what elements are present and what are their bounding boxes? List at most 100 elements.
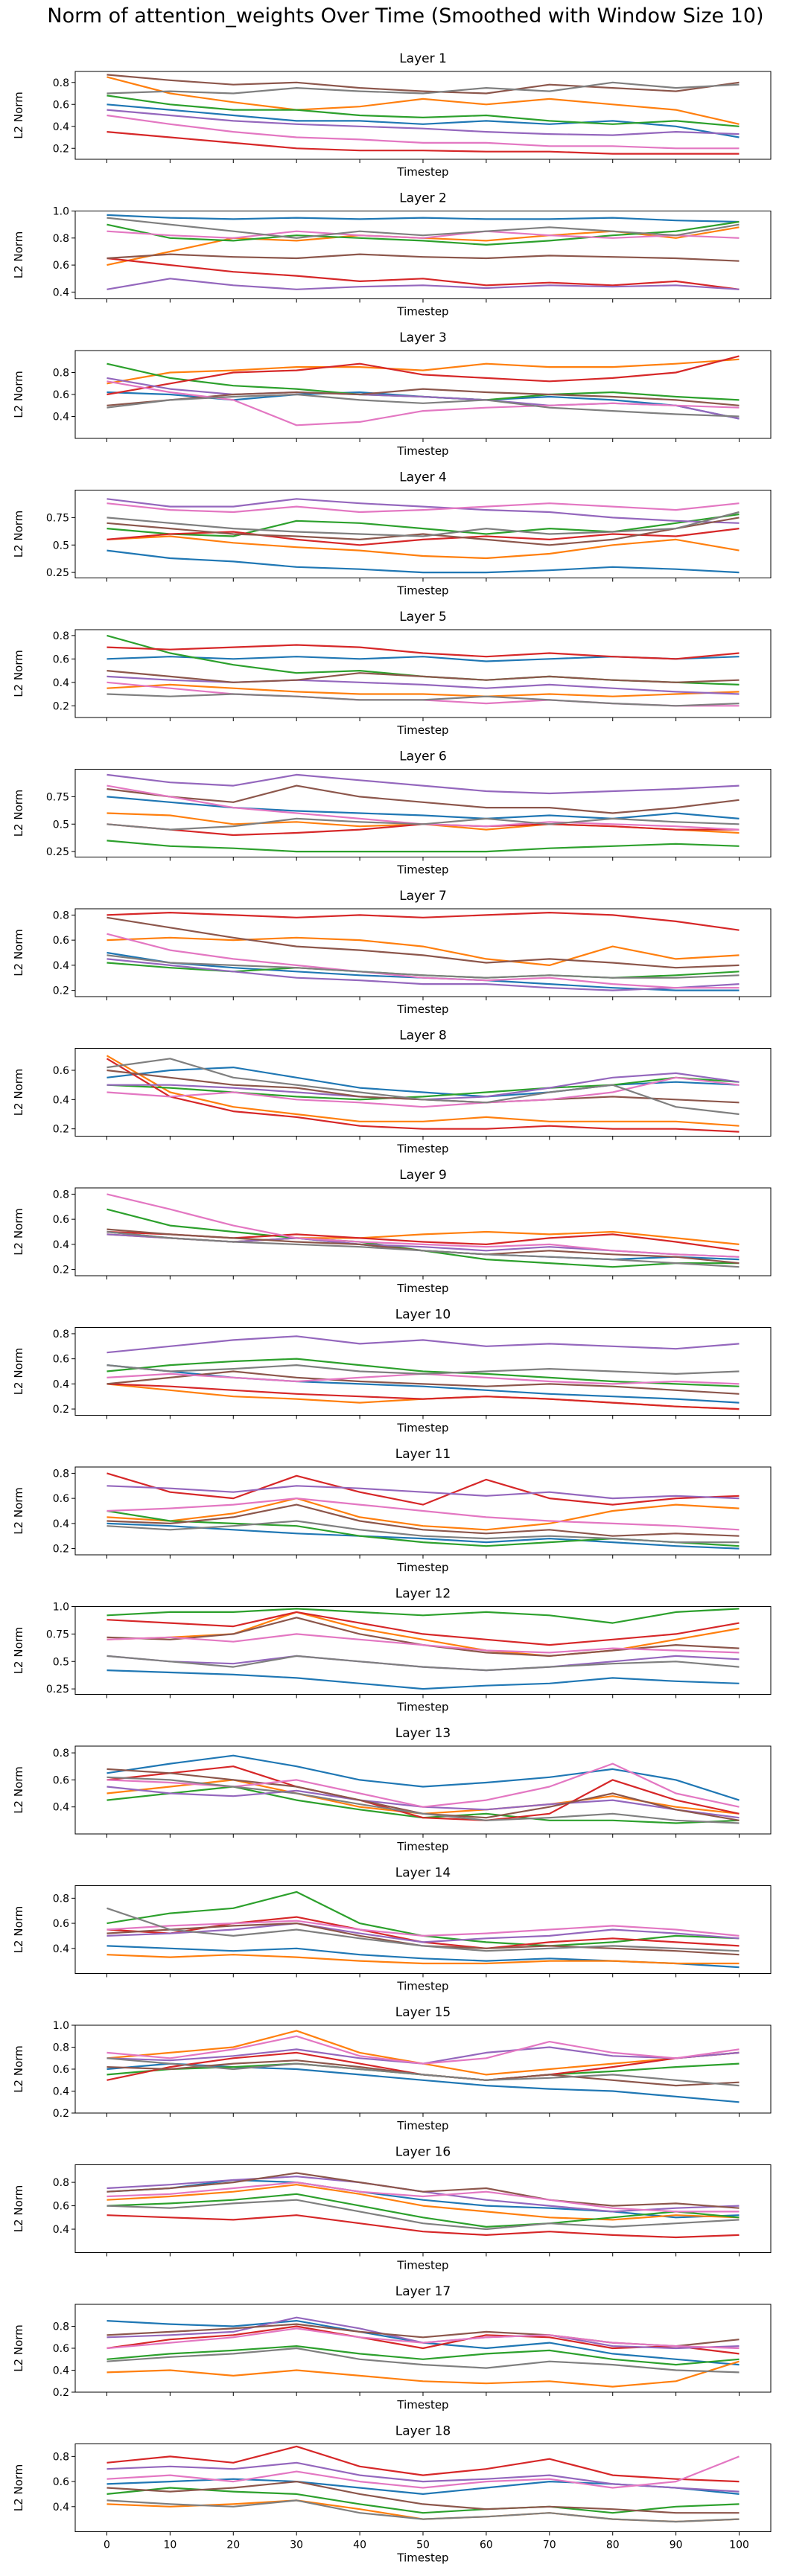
subplot-layer-13: Layer 13 0.4 0.6 0.8 Timestep L2 Norm [12, 1726, 772, 1853]
x-axis-label: Timestep [396, 1003, 448, 1016]
series-line-8 [106, 2499, 740, 2523]
x-tick-label: 10 [163, 2540, 176, 2551]
y-tick-label: 0.8 [53, 2321, 69, 2333]
subplot-layer-8: Layer 8 0.2 0.4 0.6 Timestep L2 Norm [12, 1029, 772, 1156]
y-tick-label: 0.8 [53, 368, 69, 380]
series-line-5 [106, 1485, 740, 1500]
series-line-8 [106, 1230, 740, 1268]
y-tick-label: 1.0 [53, 1602, 69, 1614]
y-tick-label: 0.2 [53, 143, 69, 155]
x-axis-label: Timestep [396, 863, 448, 877]
y-axis-label: L2 Norm [12, 1906, 25, 1954]
y-tick-label: 0.6 [53, 2343, 69, 2355]
y-tick-label: 0.4 [53, 677, 69, 689]
y-tick-label: 0.6 [53, 2476, 69, 2488]
y-tick-label: 0.4 [53, 2365, 69, 2377]
subplot-title: Layer 8 [399, 1029, 447, 1043]
series-line-6 [106, 784, 740, 814]
y-axis-label: L2 Norm [12, 2464, 25, 2512]
subplot-layer-12: Layer 12 0.25 0.5 0.75 1.0 Timestep L2 Norm [12, 1587, 772, 1714]
x-axis-label: Timestep [396, 584, 448, 598]
series-line-3 [106, 2345, 740, 2366]
y-tick-label: 0.8 [53, 77, 69, 89]
y-tick-label: 0.4 [53, 1943, 69, 1955]
y-tick-label: 0.2 [53, 1544, 69, 1556]
subplot-title: Layer 4 [399, 470, 447, 485]
series-line-8 [106, 693, 740, 707]
series-line-4 [106, 355, 740, 396]
y-tick-label: 0.5 [53, 1656, 69, 1668]
y-tick-label: 0.8 [53, 1893, 69, 1905]
series-line-1 [106, 549, 740, 574]
y-tick-label: 0.4 [53, 2086, 69, 2098]
figure-title: Norm of attention_weights Over Time (Smo… [47, 4, 764, 28]
series-line-8 [106, 2057, 740, 2087]
y-tick-label: 0.5 [53, 540, 69, 552]
series-line-8 [106, 393, 740, 418]
subplot-layer-18: Layer 18 0.4 0.6 0.8 0 10 20 30 40 50 60 70 80 90 100 T… [12, 2424, 772, 2565]
subplot-layer-15: Layer 15 0.2 0.4 0.6 0.8 1.0 Timestep L2 Norm [12, 2005, 772, 2132]
y-tick-label: 0.75 [46, 512, 69, 524]
y-tick-label: 0.4 [53, 287, 69, 298]
series-line-7 [106, 933, 740, 989]
subplot-layer-17: Layer 17 0.2 0.4 0.6 0.8 Timestep L2 Norm [12, 2284, 772, 2412]
y-tick-label: 0.4 [53, 412, 69, 424]
y-tick-label: 0.4 [53, 1378, 69, 1390]
series-line-3 [106, 1891, 740, 1947]
y-tick-label: 0.6 [53, 260, 69, 272]
subplot-title: Layer 18 [395, 2424, 451, 2439]
x-axis-label: Timestep [396, 2551, 448, 2565]
series-line-3 [106, 95, 740, 127]
y-tick-label: 0.6 [53, 2064, 69, 2076]
y-tick-label: 0.8 [53, 630, 69, 642]
y-tick-label: 0.2 [53, 2387, 69, 2399]
y-tick-label: 0.4 [53, 1518, 69, 1530]
subplot-title: Layer 15 [395, 2005, 451, 2020]
series-line-5 [106, 1923, 740, 1943]
x-tick-label: 50 [416, 2540, 430, 2551]
y-tick-label: 0.6 [53, 653, 69, 665]
series-line-1 [106, 1522, 740, 1550]
series-line-7 [106, 1193, 740, 1258]
series-line-6 [106, 2172, 740, 2209]
y-tick-label: 0.4 [53, 960, 69, 972]
series-line-8 [106, 81, 740, 95]
subplot-layer-11: Layer 11 0.2 0.4 0.6 0.8 Timestep L2 Norm [12, 1447, 772, 1574]
series-line-2 [106, 76, 740, 125]
series-line-4 [106, 257, 740, 290]
x-tick-label: 80 [606, 2540, 620, 2551]
subplot-title: Layer 1 [399, 51, 447, 66]
x-tick-label: 20 [226, 2540, 240, 2551]
y-tick-label: 0.8 [53, 2451, 69, 2463]
subplot-layer-5: Layer 5 0.2 0.4 0.6 0.8 Timestep L2 Norm [12, 610, 772, 737]
series-line-7 [106, 1076, 740, 1108]
series-line-8 [106, 1364, 740, 1375]
y-tick-label: 0.2 [53, 700, 69, 712]
series-line-5 [106, 498, 740, 524]
x-axis-label: Timestep [396, 723, 448, 737]
series-line-7 [106, 2455, 740, 2489]
y-axis-label: L2 Norm [12, 2045, 25, 2093]
subplot-title: Layer 5 [399, 610, 447, 624]
y-tick-label: 0.6 [53, 1214, 69, 1226]
y-tick-label: 0.5 [53, 819, 69, 831]
y-tick-label: 0.2 [53, 1404, 69, 1416]
x-axis-label: Timestep [396, 1561, 448, 1574]
series-line-6 [106, 1370, 740, 1395]
series-line-5 [106, 675, 740, 695]
subplot-title: Layer 2 [399, 191, 447, 206]
series-line-5 [106, 1335, 740, 1354]
y-axis-label: L2 Norm [12, 1627, 25, 1675]
y-axis-label: L2 Norm [12, 371, 25, 418]
y-tick-label: 0.8 [53, 2177, 69, 2189]
series-line-4 [106, 1765, 740, 1821]
subplot-title: Layer 12 [395, 1587, 451, 1602]
subplot-layer-6: Layer 6 0.25 0.5 0.75 Timestep L2 Norm [12, 750, 772, 877]
series-line-2 [106, 1497, 740, 1531]
y-tick-label: 0.6 [53, 1065, 69, 1077]
series-line-4 [106, 911, 740, 931]
series-line-2 [106, 535, 740, 560]
series-line-3 [106, 1358, 740, 1387]
series-line-7 [106, 1762, 740, 1808]
